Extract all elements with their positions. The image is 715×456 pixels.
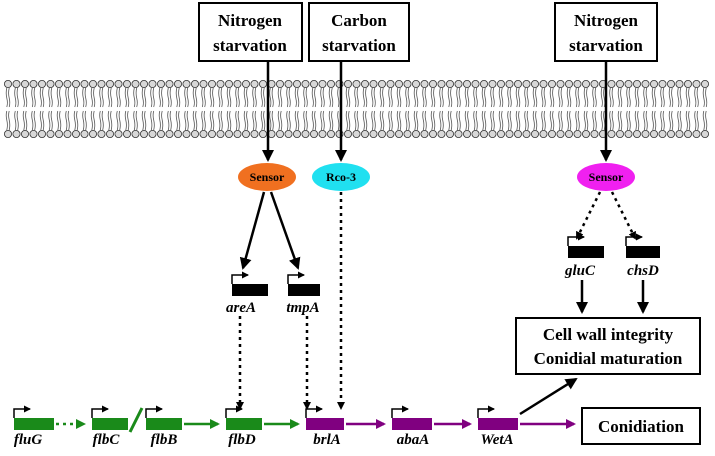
outcome-cell-wall: Cell wall integrity Conidial maturation xyxy=(516,318,700,374)
arrow-sensor-to-gluC xyxy=(577,192,600,238)
stimulus-nitrogen-left-line2: starvation xyxy=(213,36,287,55)
arrow-sensor-to-chsD xyxy=(612,192,635,238)
gene-areA: areA xyxy=(226,275,268,316)
gene-gluC-label: gluC xyxy=(564,263,596,279)
gene-brlA-label: brlA xyxy=(313,432,341,448)
stimulus-nitrogen-left-line1: Nitrogen xyxy=(218,11,282,30)
gene-flbC-label: flbC xyxy=(93,432,121,448)
gene-flbC: flbC xyxy=(92,409,128,448)
sensor-right-label: Sensor xyxy=(589,170,624,184)
gene-fluG-label: fluG xyxy=(14,432,43,448)
arrow-WetA-to-cellwall xyxy=(520,379,576,414)
gene-flbD: flbD xyxy=(226,409,262,448)
arrow-sensor-to-areA xyxy=(243,192,264,268)
gene-areA-label: areA xyxy=(226,300,256,316)
arrow-sensor-to-tmpA xyxy=(271,192,298,268)
sensor-right: Sensor xyxy=(577,163,635,191)
gene-flbB: flbB xyxy=(146,409,182,448)
receptor-rco3-label: Rco-3 xyxy=(326,170,356,184)
outcome-conidiation: Conidiation xyxy=(582,408,700,444)
gene-WetA-label: WetA xyxy=(480,432,513,448)
stimulus-nitrogen-right-line2: starvation xyxy=(569,36,643,55)
gene-flbB-label: flbB xyxy=(151,432,178,448)
gene-abaA: abaA xyxy=(392,409,432,448)
outcome-cell-wall-line1: Cell wall integrity xyxy=(543,325,674,344)
gene-chsD-label: chsD xyxy=(627,263,659,279)
gene-WetA: WetA xyxy=(478,409,518,448)
stimulus-carbon-line1: Carbon xyxy=(331,11,387,30)
gene-gluC: gluC xyxy=(564,237,604,279)
stimulus-nitrogen-left: Nitrogen starvation xyxy=(199,3,302,61)
gene-flbD-label: flbD xyxy=(228,432,256,448)
sensor-left: Sensor xyxy=(238,163,296,191)
gene-tmpA-label: tmpA xyxy=(286,300,319,316)
stimulus-nitrogen-right: Nitrogen starvation xyxy=(555,3,657,61)
slash-divider xyxy=(130,408,142,432)
sensor-left-label: Sensor xyxy=(250,170,285,184)
gene-abaA-label: abaA xyxy=(397,432,430,448)
gene-fluG: fluG xyxy=(14,409,54,448)
stimulus-carbon-line2: starvation xyxy=(322,36,396,55)
gene-brlA: brlA xyxy=(306,409,344,448)
receptor-rco3: Rco-3 xyxy=(312,163,370,191)
outcome-cell-wall-line2: Conidial maturation xyxy=(534,349,683,368)
gene-tmpA: tmpA xyxy=(286,275,320,316)
stimulus-nitrogen-right-line1: Nitrogen xyxy=(574,11,638,30)
gene-chsD: chsD xyxy=(626,237,660,279)
stimulus-carbon: Carbon starvation xyxy=(309,3,409,61)
cell-membrane xyxy=(4,80,708,137)
outcome-conidiation-label: Conidiation xyxy=(598,417,685,436)
